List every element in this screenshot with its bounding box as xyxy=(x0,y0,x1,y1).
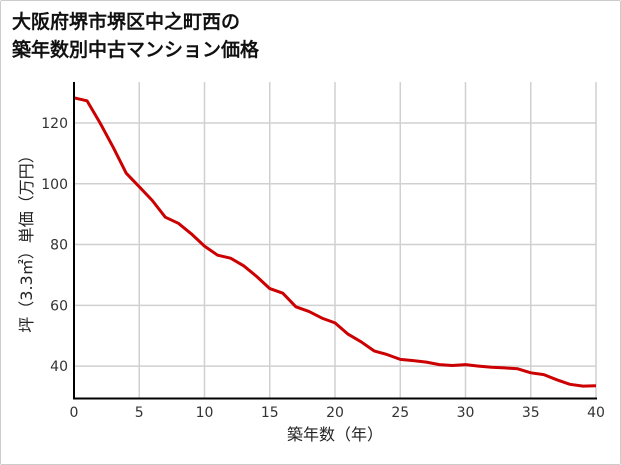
y-tick-label: 40 xyxy=(50,359,68,375)
x-tick-label: 0 xyxy=(70,405,79,421)
x-axis-label: 築年数（年） xyxy=(287,425,383,444)
x-tick-label: 5 xyxy=(135,405,144,421)
series-line xyxy=(73,96,597,388)
y-tick-label: 100 xyxy=(41,177,68,193)
y-tick-label: 80 xyxy=(50,238,68,254)
y-axis-label: 坪（3.3㎡）単価（万円） xyxy=(17,147,36,332)
chart-title-line-2: 築年数別中古マンション価格 xyxy=(12,39,260,61)
x-tick-label: 15 xyxy=(261,405,279,421)
y-tick-label: 60 xyxy=(50,298,68,314)
x-tick-label: 10 xyxy=(196,405,214,421)
x-tick-label: 35 xyxy=(522,405,540,421)
x-tick-label: 40 xyxy=(587,405,605,421)
chart-title: 大阪府堺市堺区中之町西の 築年数別中古マンション価格 xyxy=(12,8,259,64)
y-tick-label: 120 xyxy=(41,116,68,132)
x-tick-label: 30 xyxy=(457,405,475,421)
x-tick-label: 20 xyxy=(326,405,344,421)
chart-title-line-1: 大阪府堺市堺区中之町西の xyxy=(12,11,241,33)
x-tick-label: 25 xyxy=(391,405,409,421)
